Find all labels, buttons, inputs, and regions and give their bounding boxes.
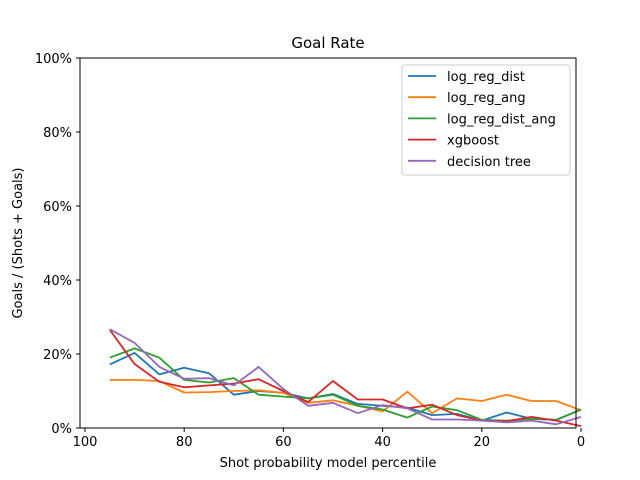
x-axis: 100 80 60 40 20 0 — [73, 428, 585, 450]
x-tick-label: 100 — [73, 435, 98, 450]
y-tick-label: 60% — [43, 200, 72, 215]
x-tick-label: 20 — [474, 435, 491, 450]
y-tick-label: 20% — [43, 348, 72, 363]
chart-title: Goal Rate — [291, 34, 364, 52]
y-tick-label: 80% — [43, 126, 72, 141]
x-tick-label: 0 — [577, 435, 585, 450]
y-axis-label: Goals / (Shots + Goals) — [11, 167, 26, 318]
legend-label: xgboost — [447, 134, 499, 149]
legend-box — [401, 64, 571, 176]
legend-label: log_reg_dist — [447, 70, 525, 85]
legend-label: log_reg_dist_ang — [447, 112, 556, 127]
series-line-log_reg_dist_ang — [109, 347, 582, 422]
plot-lines — [109, 328, 582, 427]
series-line-decision-tree — [109, 328, 582, 426]
series-line-log_reg_dist — [109, 351, 582, 422]
x-tick-label: 60 — [275, 435, 292, 450]
legend: log_reg_dist log_reg_ang log_reg_dist_angx… — [401, 64, 571, 176]
legend-label: decision tree — [447, 155, 531, 170]
y-tick-label: 40% — [43, 274, 72, 289]
legend-label: log_reg_ang — [447, 91, 526, 106]
series-line-xgboost — [109, 329, 582, 427]
x-tick-label: 80 — [176, 435, 193, 450]
y-tick-label: 100% — [35, 52, 72, 67]
series-line-log_reg_ang — [109, 378, 582, 415]
y-tick-label: 0% — [51, 422, 72, 437]
x-tick-label: 40 — [374, 435, 391, 450]
plot-frame — [79, 57, 577, 429]
y-axis: 0% 20% 40% 60% 80% 100% — [35, 52, 80, 437]
x-axis-label: Shot probability model percentile — [220, 456, 437, 471]
